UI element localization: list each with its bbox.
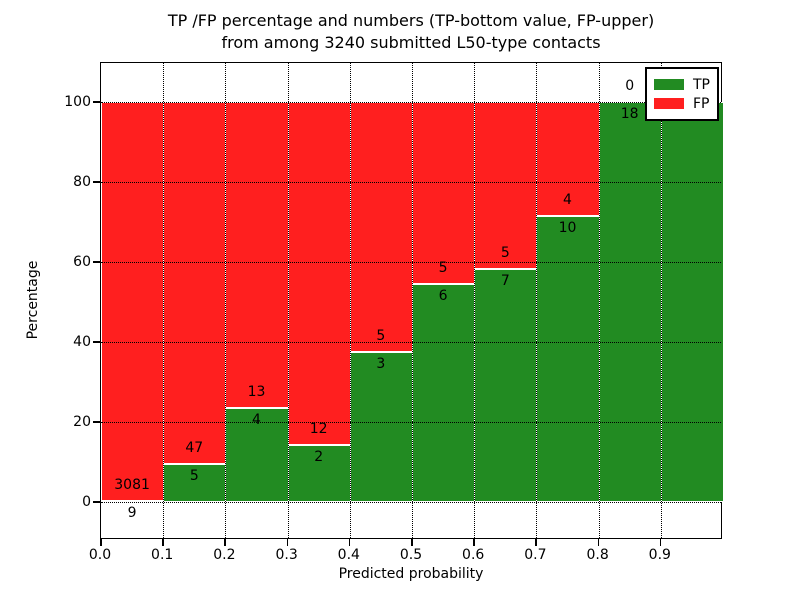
x-tick-label: 0.1 <box>151 547 174 563</box>
chart-title-line2: from among 3240 submitted L50-type conta… <box>221 33 601 52</box>
x-tick-mark <box>100 539 102 546</box>
bar-labels-layer: 3081947513412253565741001804 <box>101 63 721 538</box>
fp-bar-segment <box>412 102 476 284</box>
x-tick-label: 0.4 <box>337 547 360 563</box>
tp-swatch-icon <box>654 79 684 90</box>
fp-count-label: 5 <box>438 259 448 276</box>
fp-count-label: 3081 <box>114 476 150 493</box>
v-gridline <box>225 63 227 538</box>
tp-bar-segment <box>660 102 724 502</box>
fp-bar-segment <box>536 102 600 217</box>
y-tick-mark <box>93 101 100 103</box>
x-axis-label: Predicted probability <box>338 566 484 582</box>
x-tick-mark <box>286 539 289 546</box>
x-tick-label: 0.5 <box>399 547 423 563</box>
h-gridline <box>101 262 721 263</box>
y-tick-mark <box>93 501 100 503</box>
x-tick-label: 0.8 <box>586 547 609 563</box>
tp-count-label: 5 <box>189 467 199 484</box>
h-gridline <box>101 182 721 183</box>
legend-label-fp: FP <box>693 95 710 112</box>
legend-label-tp: TP <box>693 76 710 93</box>
tp-count-label: 7 <box>500 272 510 289</box>
legend-item-tp: TP <box>654 76 710 93</box>
x-tick-label: 0.3 <box>275 547 298 563</box>
y-tick-mark <box>93 261 100 263</box>
fp-count-label: 5 <box>500 244 510 261</box>
h-gridline <box>101 502 721 503</box>
chart-title-line1: TP /FP percentage and numbers (TP-bottom… <box>167 11 655 30</box>
y-tick-label: 20 <box>73 414 91 430</box>
fp-bar-segment <box>349 102 413 352</box>
v-gridline <box>349 63 351 538</box>
x-tick-label: 0.7 <box>524 547 547 563</box>
tp-bar-segment <box>536 216 600 502</box>
fp-count-label: 0 <box>625 78 635 94</box>
tp-bar-segment <box>349 352 413 502</box>
y-tick-label: 100 <box>64 94 91 110</box>
x-tick-mark <box>597 539 600 546</box>
v-gridline <box>412 63 413 538</box>
x-tick-mark <box>535 539 537 546</box>
y-tick-mark <box>93 341 100 343</box>
v-gridline <box>660 63 662 538</box>
v-gridline <box>598 63 600 538</box>
fp-bar-segment <box>287 102 351 445</box>
fp-swatch-icon <box>654 98 684 109</box>
x-tick-label: 0.0 <box>88 547 112 563</box>
x-tick-mark <box>348 539 351 546</box>
tp-count-label: 9 <box>127 504 137 521</box>
fp-count-label: 13 <box>247 383 266 400</box>
plot-area: 3081947513412253565741001804 <box>100 62 724 539</box>
v-gridline <box>474 63 476 538</box>
legend-item-fp: FP <box>654 95 710 112</box>
h-gridline <box>101 342 721 343</box>
y-tick-label: 0 <box>82 494 91 510</box>
gridlines-layer <box>101 63 721 538</box>
x-tick-mark <box>162 539 164 546</box>
h-gridline <box>101 102 721 103</box>
y-tick-mark <box>93 421 100 423</box>
y-tick-label: 40 <box>73 334 91 350</box>
fp-count-label: 47 <box>185 439 204 456</box>
x-tick-label: 0.2 <box>213 547 236 563</box>
legend: TP FP <box>645 67 719 121</box>
v-gridline <box>287 63 289 538</box>
tp-count-label: 18 <box>620 106 639 122</box>
y-axis-label: Percentage <box>25 260 41 340</box>
h-gridline <box>101 422 721 423</box>
y-tick-mark <box>93 181 100 183</box>
chart-title: TP /FP percentage and numbers (TP-bottom… <box>100 10 722 54</box>
tp-count-label: 6 <box>438 287 448 304</box>
x-tick-mark <box>659 539 662 546</box>
y-tick-label: 80 <box>73 174 91 190</box>
v-gridline <box>536 63 538 538</box>
fp-count-label: 4 <box>563 192 572 209</box>
fp-count-label: 5 <box>376 328 386 344</box>
fp-count-label: 12 <box>309 420 328 437</box>
bars-layer <box>101 63 724 538</box>
tp-count-label: 4 <box>252 411 261 428</box>
x-tick-mark <box>224 539 226 546</box>
x-tick-label: 0.9 <box>648 547 671 563</box>
fp-bar-segment <box>474 102 538 269</box>
tp-count-label: 10 <box>558 220 577 237</box>
x-tick-mark <box>473 539 475 546</box>
y-tick-label: 60 <box>73 254 91 270</box>
tp-bar-segment <box>287 444 351 502</box>
x-tick-mark <box>411 539 413 546</box>
v-gridline <box>163 63 165 538</box>
x-tick-label: 0.6 <box>462 547 485 563</box>
tp-count-label: 3 <box>376 356 386 372</box>
tp-count-label: 2 <box>314 448 324 465</box>
